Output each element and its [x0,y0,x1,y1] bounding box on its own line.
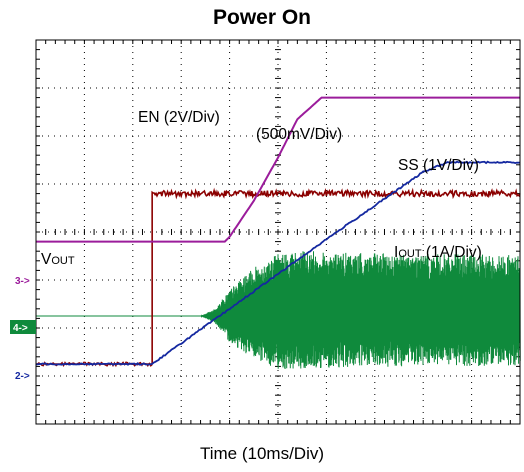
oscilloscope-chart: EN (2V/Div) (500mV/Div) SS (1V/Div) VOUT… [10,39,521,425]
channel-4-marker: 4-> [13,323,28,334]
iout-label: IOUT (1A/Div) [394,244,482,261]
channel-markers: 3-> 4-> 2-> [10,276,36,382]
channel-3-marker: 3-> [15,276,30,287]
series-vout [36,96,520,243]
channel-2-marker: 2-> [15,371,30,382]
plot-border [35,39,521,425]
annotations: EN (2V/Div) (500mV/Div) SS (1V/Div) VOUT… [41,109,482,268]
vout-label: VOUT [41,251,75,268]
chart-title: Power On [212,6,312,29]
series-iout [36,251,521,370]
vout-scale-label: (500mV/Div) [256,126,342,143]
channel-4-marker-bg [10,320,36,334]
en-label: EN (2V/Div) [138,109,220,126]
traces [35,96,521,370]
x-axis-label: Time (10ms/Div) [199,444,325,463]
series-en [36,187,521,365]
series-ss [35,160,521,366]
ss-label: SS (1V/Div) [398,157,479,174]
